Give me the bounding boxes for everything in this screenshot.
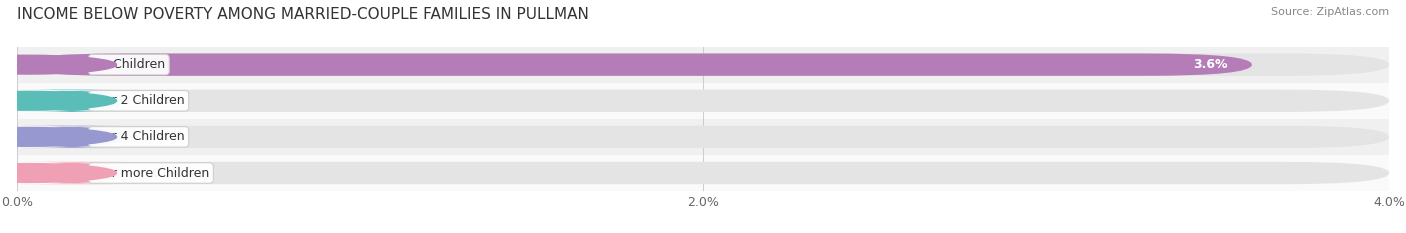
Text: 3.6%: 3.6% bbox=[1194, 58, 1227, 71]
Circle shape bbox=[0, 164, 117, 182]
Bar bbox=[17, 83, 1389, 119]
Text: 0.0%: 0.0% bbox=[150, 167, 183, 179]
Text: No Children: No Children bbox=[93, 58, 166, 71]
Bar bbox=[17, 155, 1389, 191]
Text: 0.0%: 0.0% bbox=[150, 94, 183, 107]
FancyBboxPatch shape bbox=[17, 126, 1389, 148]
FancyBboxPatch shape bbox=[17, 89, 1389, 112]
FancyBboxPatch shape bbox=[17, 89, 127, 112]
Text: Source: ZipAtlas.com: Source: ZipAtlas.com bbox=[1271, 7, 1389, 17]
Text: INCOME BELOW POVERTY AMONG MARRIED-COUPLE FAMILIES IN PULLMAN: INCOME BELOW POVERTY AMONG MARRIED-COUPL… bbox=[17, 7, 589, 22]
Circle shape bbox=[0, 55, 117, 74]
Circle shape bbox=[0, 127, 117, 146]
Bar bbox=[17, 47, 1389, 83]
Text: 0.0%: 0.0% bbox=[150, 130, 183, 143]
Bar bbox=[17, 119, 1389, 155]
Text: 5 or more Children: 5 or more Children bbox=[93, 167, 209, 179]
FancyBboxPatch shape bbox=[17, 53, 1251, 76]
FancyBboxPatch shape bbox=[17, 53, 1389, 76]
FancyBboxPatch shape bbox=[17, 162, 127, 184]
Text: 1 or 2 Children: 1 or 2 Children bbox=[93, 94, 186, 107]
FancyBboxPatch shape bbox=[17, 126, 127, 148]
Text: 3 or 4 Children: 3 or 4 Children bbox=[93, 130, 186, 143]
FancyBboxPatch shape bbox=[17, 162, 1389, 184]
Circle shape bbox=[0, 91, 117, 110]
